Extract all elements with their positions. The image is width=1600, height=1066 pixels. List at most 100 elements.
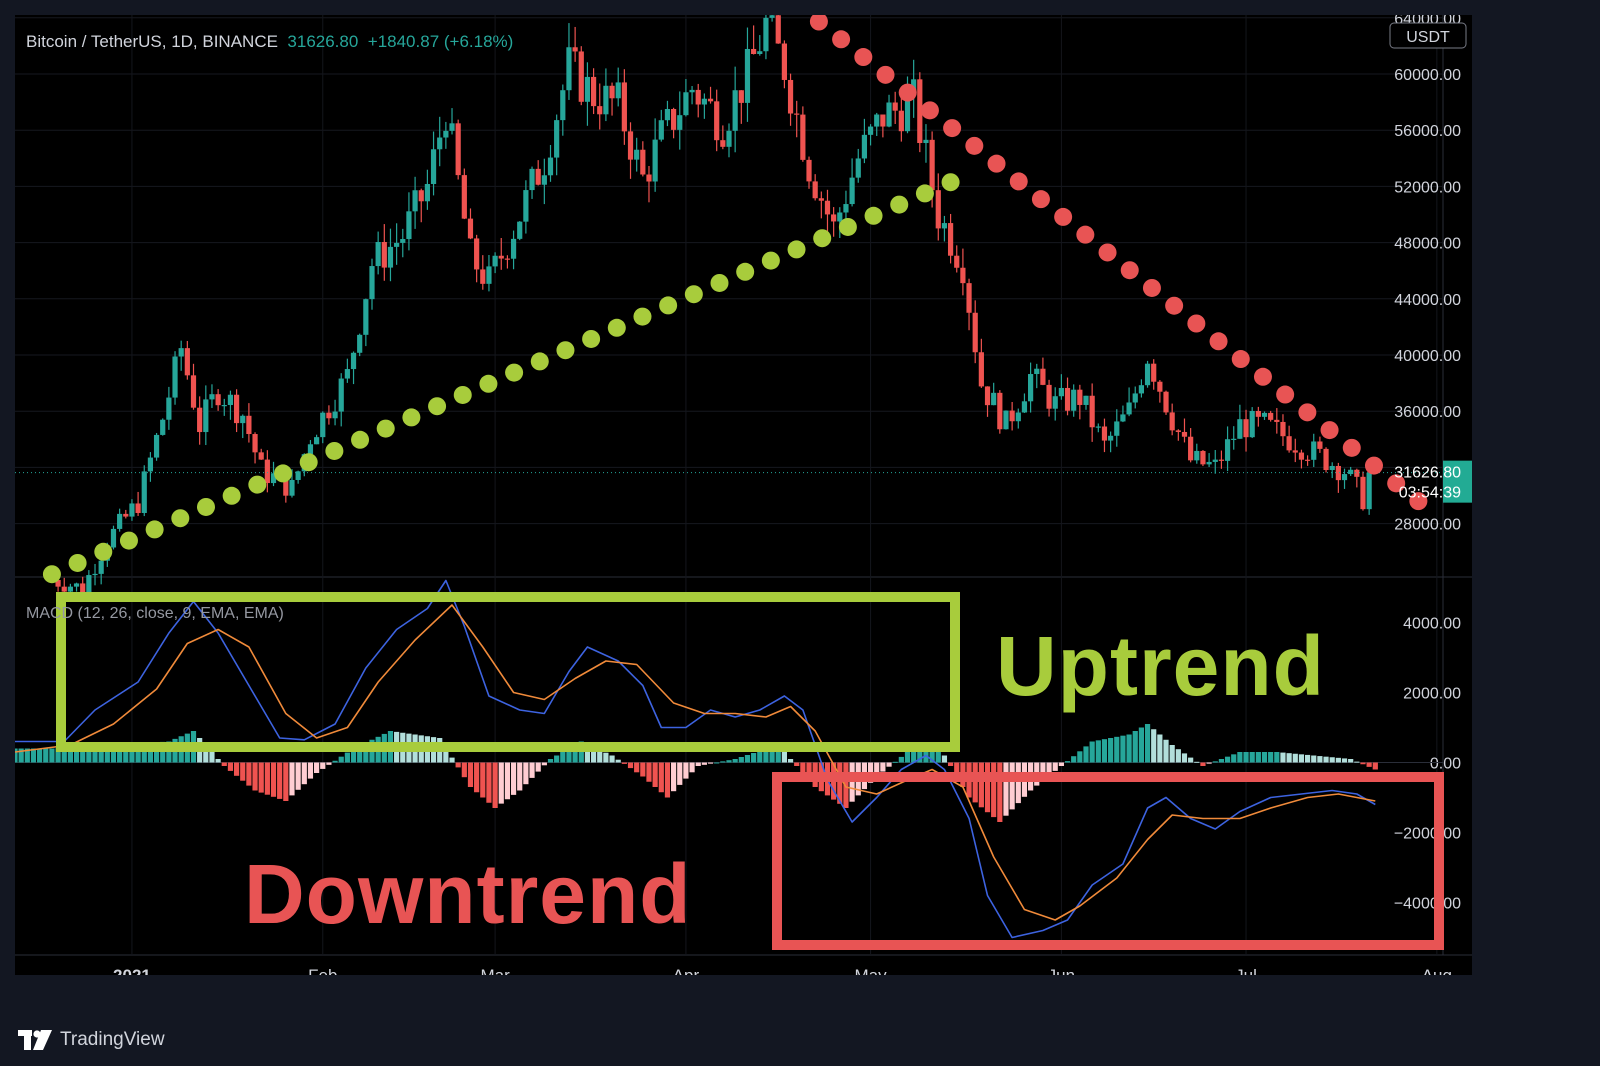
- candle-body: [381, 242, 387, 268]
- price-tick-label: 52000.00: [1394, 179, 1461, 196]
- candle-body: [461, 175, 467, 219]
- histogram-bar: [1335, 757, 1341, 763]
- candle-body: [621, 82, 627, 132]
- tradingview-logo[interactable]: TradingView: [18, 1028, 165, 1052]
- candle-body: [1101, 426, 1108, 441]
- histogram-bar: [1009, 762, 1015, 810]
- candle-body: [474, 238, 480, 270]
- candle-body: [1304, 459, 1311, 461]
- candle-body: [258, 452, 264, 460]
- candles: [49, 15, 1372, 600]
- resistance-dot: [1387, 474, 1406, 493]
- histogram-bar: [991, 762, 997, 818]
- candle-body: [787, 79, 794, 114]
- candle-body: [1206, 461, 1212, 465]
- candle-body: [190, 375, 197, 408]
- histogram-bar: [886, 762, 892, 767]
- candle-body: [781, 43, 787, 80]
- current-price-badge-box: [1443, 460, 1472, 503]
- candle-body: [843, 204, 849, 213]
- resistance-dot: [1098, 243, 1117, 262]
- candle-body: [486, 266, 492, 284]
- histogram-bar: [30, 748, 37, 763]
- histogram-bar: [1126, 734, 1132, 763]
- histogram-bar: [1095, 740, 1101, 763]
- symbol-name[interactable]: Bitcoin / TetherUS, 1D, BINANCE: [26, 32, 278, 51]
- candle-body: [941, 223, 948, 229]
- histogram-bar: [529, 762, 535, 778]
- candle-body: [1317, 441, 1323, 449]
- tradingview-name: TradingView: [60, 1029, 165, 1050]
- candle-body: [1058, 387, 1064, 397]
- histogram-bar: [486, 762, 492, 803]
- histogram-bar: [1292, 753, 1298, 763]
- histogram-bar: [117, 744, 123, 763]
- candle-body: [394, 242, 400, 247]
- candle-body: [547, 157, 554, 176]
- resistance-dot: [1298, 403, 1317, 422]
- time-tick-label: 2021: [113, 966, 151, 975]
- histogram-bar: [720, 761, 726, 763]
- candle-body: [732, 90, 738, 131]
- candle-body: [886, 102, 892, 127]
- histogram-bar: [695, 762, 701, 766]
- candle-body: [738, 90, 744, 103]
- chart-canvas[interactable]: 28000.00 36000.00 40000.00 44000.00 48000.00…: [15, 15, 1472, 975]
- candle-body: [369, 266, 375, 300]
- tradingview-mark-icon: [18, 1028, 52, 1052]
- candle-body: [430, 149, 437, 185]
- histogram-bar: [1341, 758, 1348, 763]
- candle-body: [141, 471, 147, 513]
- candle-body: [480, 269, 486, 284]
- candle-body: [86, 575, 92, 594]
- histogram-bar: [1372, 762, 1378, 770]
- candle-body: [326, 412, 332, 419]
- histogram-bar: [1249, 752, 1255, 763]
- candle-body: [566, 47, 572, 91]
- histogram-bar: [1138, 727, 1144, 763]
- gridlines: [15, 15, 1443, 955]
- candle-body: [554, 120, 560, 158]
- histogram-bar: [1360, 762, 1366, 765]
- macd-title[interactable]: MACD (12, 26, close, 9, EMA, EMA): [26, 605, 284, 622]
- candle-body: [584, 76, 591, 102]
- histogram-bar: [677, 762, 683, 785]
- resistance-dot: [1031, 190, 1050, 209]
- candle-body: [818, 198, 824, 201]
- candle-body: [972, 312, 978, 353]
- support-dot: [119, 531, 138, 550]
- candle-body: [757, 51, 763, 55]
- candle-body: [683, 92, 689, 116]
- histogram-bar: [1003, 762, 1009, 816]
- histogram-bar: [1114, 736, 1120, 763]
- histogram-bar: [61, 747, 67, 763]
- histogram-bar: [270, 762, 277, 797]
- candle-body: [400, 239, 406, 243]
- histogram-bar: [880, 762, 886, 772]
- histogram-bar: [1317, 756, 1323, 763]
- candle-body: [67, 586, 73, 592]
- candle-body: [449, 123, 455, 131]
- resistance-dot: [987, 154, 1006, 173]
- candle-body: [233, 394, 240, 424]
- support-dot: [325, 441, 344, 460]
- support-dot: [864, 206, 883, 225]
- chart-frame: 28000.00 36000.00 40000.00 44000.00 48000.00…: [15, 15, 1472, 975]
- price-tick-label: 60000.00: [1394, 67, 1461, 84]
- candle-body: [295, 471, 301, 480]
- resistance-dot: [1054, 207, 1073, 226]
- histogram-bar: [984, 762, 991, 813]
- candle-body: [615, 82, 621, 99]
- support-dot: [171, 509, 190, 528]
- candle-body: [794, 113, 800, 115]
- candle-body: [947, 223, 954, 256]
- histogram-bar: [1083, 746, 1089, 763]
- candle-body: [1274, 419, 1280, 422]
- candle-body: [1089, 395, 1095, 428]
- candle-body: [892, 102, 898, 111]
- histogram-bar: [1243, 752, 1249, 763]
- candle-body: [363, 299, 369, 335]
- histogram-bar: [264, 762, 270, 795]
- candle-body: [634, 149, 640, 160]
- candle-body: [954, 255, 960, 268]
